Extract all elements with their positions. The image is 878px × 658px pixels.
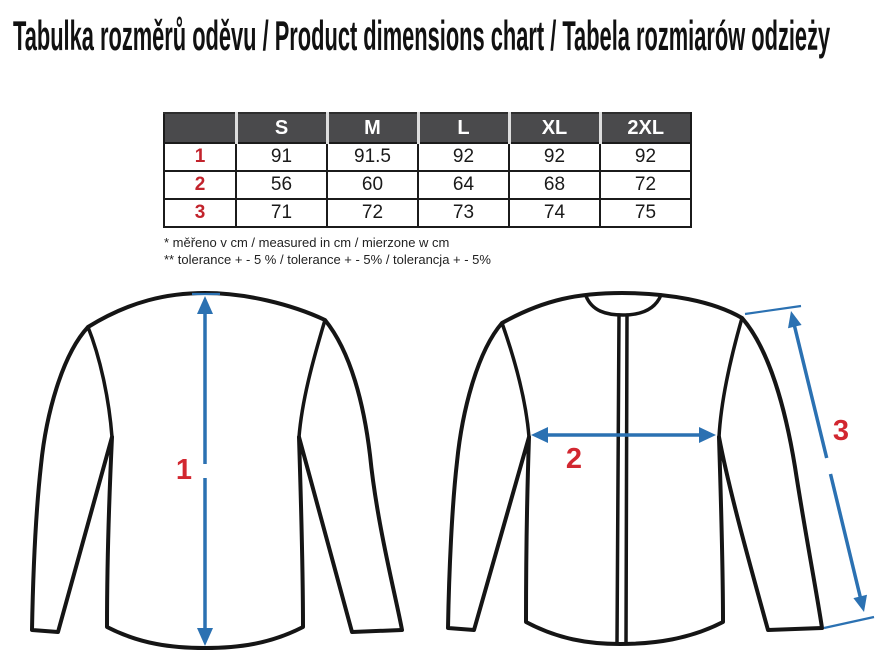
footnote-units: * měřeno v cm / measured in cm / mierzon…: [164, 235, 450, 250]
cell-1-s: 91: [235, 142, 328, 172]
cell-2-xl: 68: [508, 170, 601, 200]
collar-neckline: [584, 293, 663, 317]
dimension-arrow-2: 2: [531, 427, 716, 475]
row-label-1: 1: [163, 142, 237, 172]
dimension-arrow-1: 1: [176, 292, 220, 646]
zipper-line-left: [615, 313, 621, 645]
size-table-corner-cell: [163, 112, 237, 144]
page-title: Tabulka rozměrů oděvu / Product dimensio…: [13, 12, 831, 59]
back-right-armhole-seam: [297, 318, 327, 439]
cell-2-2xl: 72: [599, 170, 692, 200]
arrow-right-icon: [699, 427, 716, 443]
table-row: 2 56 60 64 68 72: [163, 170, 692, 200]
cell-3-xl: 74: [508, 198, 601, 228]
row-label-3: 3: [163, 198, 237, 228]
row-label-2: 2: [163, 170, 237, 200]
cell-3-m: 72: [326, 198, 419, 228]
cell-2-m: 60: [326, 170, 419, 200]
footnotes: * měřeno v cm / measured in cm / mierzon…: [164, 234, 491, 268]
zipper-line-right: [624, 313, 629, 645]
arrow-left-icon: [531, 427, 548, 443]
size-column-xl: XL: [507, 112, 601, 144]
cell-1-m: 91.5: [326, 142, 419, 172]
size-column-2xl: 2XL: [598, 112, 692, 144]
table-row: 1 91 91.5 92 92 92: [163, 142, 692, 172]
dimension-label-3: 3: [833, 415, 849, 447]
cell-1-xl: 92: [508, 142, 601, 172]
dimension-3-top-extension: [744, 304, 802, 316]
cell-3-l: 73: [417, 198, 510, 228]
cell-3-2xl: 75: [599, 198, 692, 228]
garment-front-view: [446, 291, 824, 646]
size-column-s: S: [234, 112, 328, 144]
cell-3-s: 71: [235, 198, 328, 228]
cell-1-l: 92: [417, 142, 510, 172]
arrow-down-icon: [197, 628, 213, 646]
cell-1-2xl: 92: [599, 142, 692, 172]
front-left-armhole-seam: [500, 321, 531, 439]
garment-back-outline: [30, 291, 404, 650]
table-row: 3 71 72 73 74 75: [163, 198, 692, 228]
footnote-tolerance: ** tolerance + - 5 % / tolerance + - 5% …: [164, 252, 491, 267]
cell-2-l: 64: [417, 170, 510, 200]
dimension-3-line-upper: [792, 325, 829, 459]
garment-back-view: [30, 291, 404, 650]
size-table: S M L XL 2XL 1 91 91.5 92 92 92 2 56 60 …: [163, 112, 692, 228]
garment-front-outline: [446, 291, 824, 646]
dimension-label-1: 1: [176, 454, 192, 486]
cell-2-s: 56: [235, 170, 328, 200]
front-right-armhole-seam: [717, 316, 744, 439]
arrow-up-right-icon: [788, 311, 802, 329]
size-table-header-row: S M L XL 2XL: [163, 112, 692, 144]
dimension-label-2: 2: [566, 443, 582, 475]
size-column-l: L: [416, 112, 510, 144]
dimension-3-bottom-extension: [823, 615, 875, 630]
arrow-up-icon: [197, 296, 213, 314]
dimension-arrow-3: 3: [744, 304, 875, 630]
dimension-3-line-lower: [828, 473, 863, 599]
size-column-m: M: [325, 112, 419, 144]
back-left-armhole-seam: [86, 325, 114, 439]
arrow-down-right-icon: [853, 594, 867, 612]
